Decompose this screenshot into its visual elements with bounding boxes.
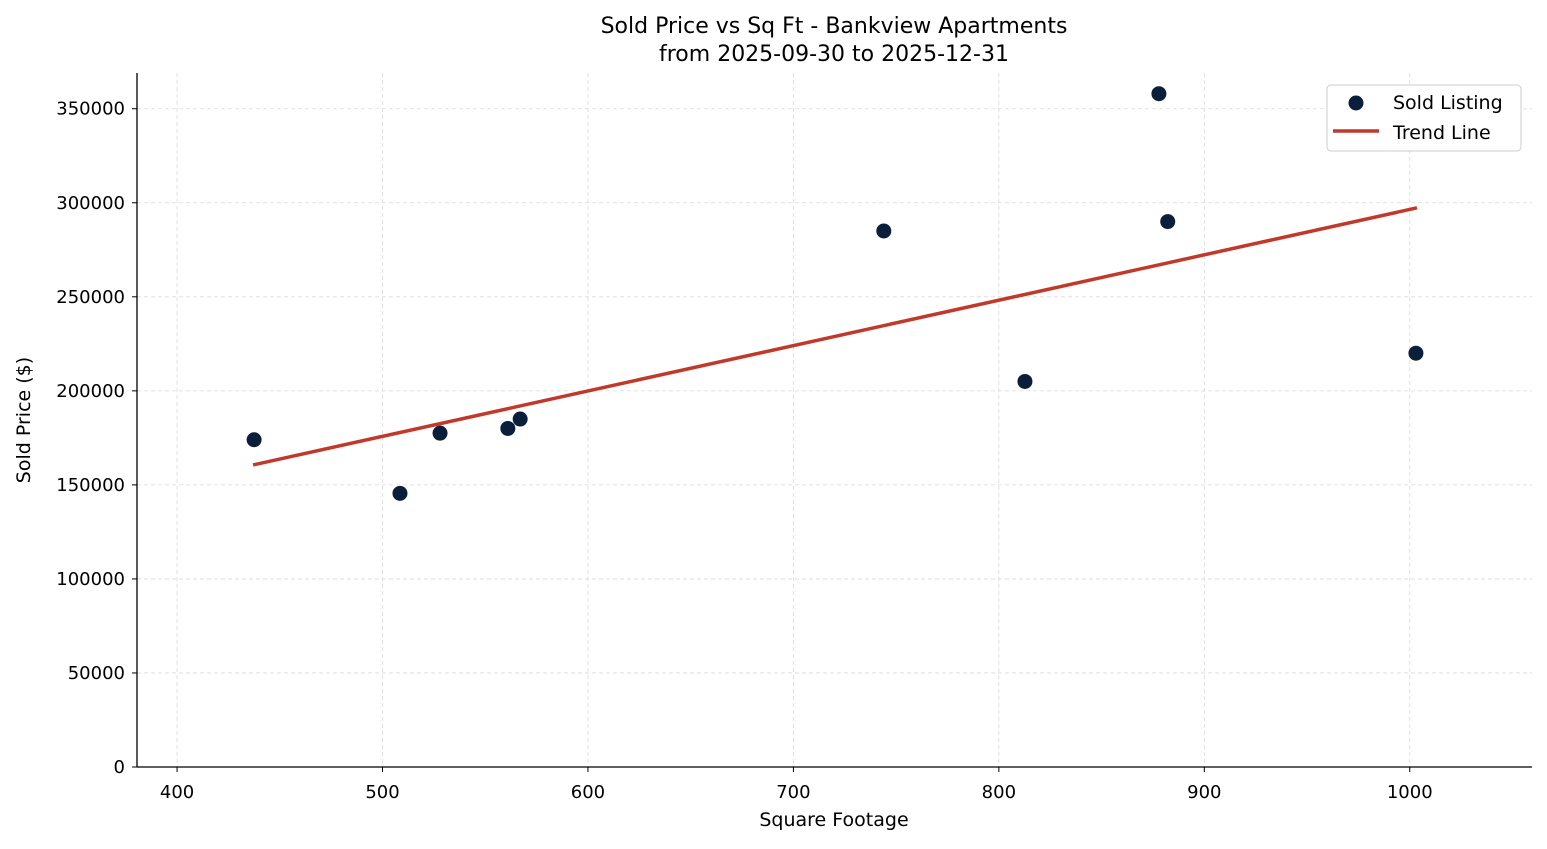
sold-listing-point (512, 411, 528, 427)
sold-listing-point (1160, 214, 1176, 230)
x-tick-label: 800 (982, 782, 1016, 803)
y-tick-label: 50000 (68, 663, 125, 684)
legend-box (1326, 84, 1522, 152)
x-tick-label: 900 (1187, 782, 1221, 803)
sold-listing-point (432, 425, 448, 441)
chart-title: Sold Price vs Sq Ft - Bankview Apartment… (601, 14, 1068, 39)
marks (246, 86, 1424, 501)
x-tick-label: 500 (365, 782, 399, 803)
x-tick-label: 700 (776, 782, 810, 803)
sold-listing-point (1017, 373, 1033, 389)
y-tick-label: 0 (114, 757, 125, 778)
legend: Sold Listing Trend Line (1326, 84, 1522, 152)
grid (137, 73, 1532, 768)
y-tick-label: 150000 (56, 475, 125, 496)
x-tick-label: 1000 (1387, 782, 1433, 803)
y-tick-label: 100000 (56, 569, 125, 590)
y-tick-label: 300000 (56, 193, 125, 214)
trend-line (252, 206, 1418, 467)
sold-listing-point (1408, 345, 1424, 361)
legend-marker-sold-listing (1348, 95, 1364, 111)
x-tick-label: 600 (571, 782, 605, 803)
chart-subtitle: from 2025-09-30 to 2025-12-31 (659, 42, 1009, 67)
sold-listing-point (246, 432, 262, 448)
x-axis-label: Square Footage (759, 809, 908, 831)
x-tick-label: 400 (160, 782, 194, 803)
legend-label-sold-listing: Sold Listing (1393, 92, 1503, 114)
legend-label-trend-line: Trend Line (1392, 122, 1491, 144)
y-tick-label: 350000 (56, 99, 125, 120)
y-axis-label: Sold Price ($) (13, 357, 35, 483)
sold-listing-point (392, 485, 408, 501)
ticks: 400 500 600 700 800 900 1000 0 50000 100000 150000… (56, 99, 1432, 803)
sold-listing-point (876, 223, 892, 239)
y-tick-label: 250000 (56, 287, 125, 308)
sold-listing-point (500, 420, 516, 436)
sold-listing-point (1151, 86, 1167, 102)
y-tick-label: 200000 (56, 381, 125, 402)
